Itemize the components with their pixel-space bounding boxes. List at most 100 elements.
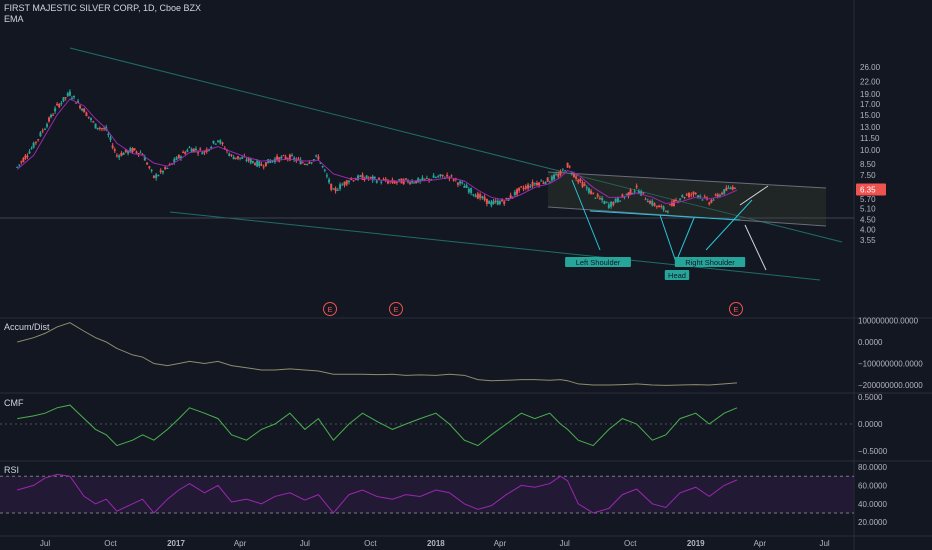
candle-body (357, 175, 360, 180)
flag-upper-line (547, 171, 827, 189)
candle-body (152, 175, 155, 178)
candle-body (303, 163, 306, 165)
candle-body (441, 174, 444, 177)
candle-body (577, 179, 580, 183)
accdist-tick-label: −200000000.0000 (858, 381, 923, 390)
candle-body (228, 153, 231, 156)
candle-body (182, 151, 185, 153)
time-tick-label: Oct (624, 539, 637, 548)
candle-body (139, 152, 142, 154)
candle-body (66, 93, 69, 96)
candle-body (483, 196, 486, 201)
candle-body (96, 127, 99, 129)
candle-body (72, 95, 75, 98)
candle-body (459, 181, 462, 184)
candle-body (395, 181, 398, 183)
candle-body (217, 140, 220, 142)
candle-body (439, 174, 442, 177)
accdist-label: Accum/Dist (4, 322, 50, 332)
candle-body (479, 194, 482, 198)
time-tick-label: Apr (234, 539, 247, 548)
candle-body (583, 184, 586, 186)
candle-body (306, 164, 309, 166)
candle-body (666, 211, 669, 213)
time-tick-label: Jul (300, 539, 310, 548)
left-shoulder-label-bg (565, 257, 631, 267)
candle-body (411, 180, 414, 183)
ema-line (16, 98, 738, 205)
candle-body (415, 180, 418, 184)
candle-body (315, 155, 318, 157)
candle-body (150, 169, 153, 171)
price-tick-label: 13.00 (860, 123, 881, 132)
candle-body (75, 102, 78, 104)
channel-lower-line (169, 211, 821, 281)
price-tick-label: 8.50 (860, 160, 876, 169)
candle-body (113, 149, 116, 151)
head-label: Head (668, 271, 686, 280)
candle-body (245, 159, 248, 161)
candle-body (688, 192, 691, 198)
pattern-line (659, 214, 677, 263)
earnings-marker (729, 302, 743, 316)
candle-body (276, 156, 279, 161)
price-tick-label: 15.00 (860, 111, 881, 120)
candle-body (723, 189, 726, 194)
candle-body (380, 181, 383, 183)
candle-body (425, 178, 428, 180)
candle-body (52, 114, 55, 116)
candle-body (718, 194, 721, 197)
candle-body (716, 194, 719, 198)
candle-body (271, 160, 274, 162)
candle-body (640, 191, 643, 196)
candle-body (474, 195, 477, 198)
candle-body (293, 157, 296, 160)
rsi-tick-label: 80.0000 (858, 463, 887, 472)
candle-body (587, 188, 590, 193)
candle-body (175, 157, 178, 160)
candle-body (269, 160, 272, 163)
head-label-bg (664, 270, 690, 280)
candle-body (288, 154, 291, 161)
candle-body (348, 180, 351, 183)
candle-body (633, 191, 636, 193)
candle-body (555, 174, 558, 176)
candle-body (256, 160, 259, 167)
candle-body (572, 172, 575, 177)
candle-body (548, 181, 551, 183)
accdist-tick-label: −100000000.0000 (858, 360, 923, 369)
candle-body (496, 200, 499, 205)
candle-body (655, 205, 658, 208)
price-tick-label: 3.55 (860, 236, 876, 245)
candle-body (596, 194, 599, 197)
candle-body (230, 154, 233, 156)
price-tick-label: 5.70 (860, 195, 876, 204)
candle-body (37, 139, 40, 141)
candle-body (542, 182, 545, 184)
candle-body (159, 170, 162, 173)
candle-body (127, 150, 130, 154)
candle-body (465, 185, 468, 188)
candle-body (339, 184, 342, 189)
rsi-label: RSI (4, 465, 20, 475)
candle-body (575, 176, 578, 179)
candle-body (492, 200, 495, 204)
candle-body (282, 155, 285, 157)
candle-body (241, 157, 244, 159)
candle-body (148, 166, 151, 168)
price-tick-label: 26.00 (860, 63, 881, 72)
candle-body (310, 162, 313, 164)
candle-body (446, 174, 449, 177)
candle-body (177, 154, 180, 159)
candle-body (701, 199, 704, 201)
candle-body (432, 175, 435, 178)
accdist-tick-label: 0.0000 (858, 338, 883, 347)
candle-body (89, 118, 92, 120)
candle-body (312, 159, 315, 161)
candle-body (236, 156, 239, 159)
candle-body (668, 204, 671, 206)
candle-body (18, 164, 21, 166)
candle-body (297, 158, 300, 160)
candle-body (22, 158, 25, 162)
